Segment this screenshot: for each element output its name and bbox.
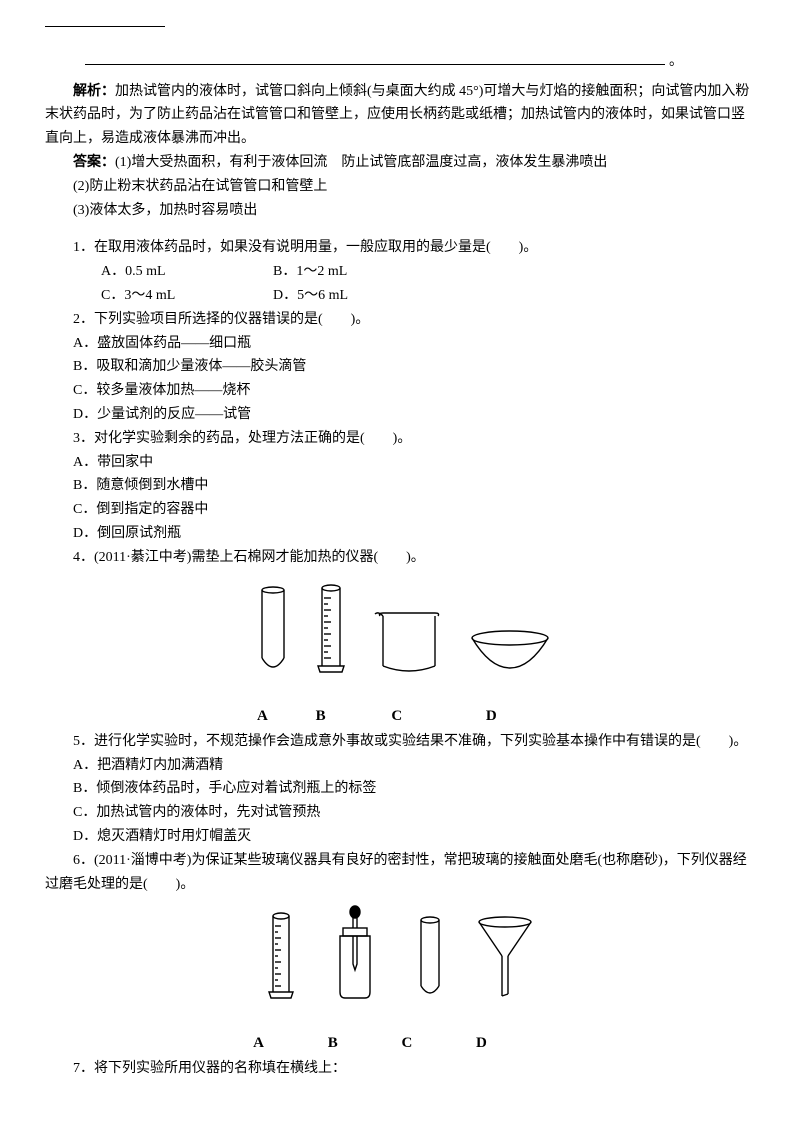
- q4-label-c: C: [391, 704, 402, 730]
- answer-label: 答案：: [73, 155, 115, 170]
- q1-opt-c: C．3～4 mL: [73, 284, 273, 308]
- q1-stem-text: 1．在取用液体药品时，如果没有说明用量，一般应取用的最少量是( )。: [73, 240, 537, 255]
- funnel-icon: [479, 917, 531, 996]
- answer-1: (1)增大受热面积，有利于液体回流 防止试管底部温度过高，液体发生暴沸喷出: [115, 155, 607, 170]
- test-tube-icon-2: [421, 917, 439, 993]
- q2-stem-text: 2．下列实验项目所选择的仪器错误的是( )。: [73, 312, 369, 327]
- q1-opt-d: D．5～6 mL: [273, 288, 348, 303]
- q6-stem-text: 6．(2011·淄博中考)为保证某些玻璃仪器具有良好的密封性，常把玻璃的接触面处…: [45, 853, 747, 892]
- q7-stem-text: 7．将下列实验所用仪器的名称填在横线上：: [73, 1061, 346, 1076]
- period-mark: 。: [669, 54, 683, 69]
- q5-opt-a: A．把酒精灯内加满酒精: [73, 758, 223, 773]
- q3-d: D．倒回原试剂瓶: [45, 522, 755, 546]
- q2-c: C．较多量液体加热——烧杯: [45, 379, 755, 403]
- q5-a: A．把酒精灯内加满酒精: [45, 754, 755, 778]
- blank-short: [45, 26, 165, 27]
- q4-figure: [45, 578, 755, 697]
- q3-c: C．倒到指定的容器中: [45, 498, 755, 522]
- q3-opt-c: C．倒到指定的容器中: [73, 502, 208, 517]
- q2-opt-d: D．少量试剂的反应——试管: [73, 407, 251, 422]
- q2-b: B．吸取和滴加少量液体——胶头滴管: [45, 355, 755, 379]
- q6-label-d: D: [476, 1031, 487, 1057]
- q3-opt-b: B．随意倾倒到水槽中: [73, 478, 208, 493]
- q5-opt-b: B．倾倒液体药品时，手心应对着试剂瓶上的标签: [73, 781, 376, 796]
- q6-label-c: C: [401, 1031, 412, 1057]
- q4-stem-text: 4．(2011·綦江中考)需垫上石棉网才能加热的仪器( )。: [73, 550, 425, 565]
- beaker-icon: [375, 612, 439, 670]
- q2-opt-a: A．盛放固体药品——细口瓶: [73, 336, 251, 351]
- analysis-text: 加热试管内的液体时，试管口斜向上倾斜(与桌面大约成 45°)可增大与灯焰的接触面…: [45, 84, 749, 147]
- spacer: [45, 222, 755, 236]
- q2-opt-c: C．较多量液体加热——烧杯: [73, 383, 250, 398]
- answer-line-1: 答案：(1)增大受热面积，有利于液体回流 防止试管底部温度过高，液体发生暴沸喷出: [45, 151, 755, 175]
- answer-3: (3)液体太多，加热时容易喷出: [73, 203, 257, 218]
- blank-long: [85, 64, 665, 65]
- q3-a: A．带回家中: [45, 451, 755, 475]
- graduated-cylinder-icon-2: [269, 913, 293, 998]
- fill-blank-line-2: 。: [45, 50, 755, 74]
- q6-label-a: A: [253, 1031, 264, 1057]
- q6-labels: A B C D: [45, 1031, 755, 1057]
- answer-line-2: (2)防止粉末状药品沾在试管管口和管壁上: [73, 175, 755, 199]
- q1-opt-b: B．1～2 mL: [273, 264, 347, 279]
- q6-figure: [45, 904, 755, 1023]
- q1-opt-a: A．0.5 mL: [73, 260, 273, 284]
- q4-label-a: A: [257, 704, 268, 730]
- q2-opt-b: B．吸取和滴加少量液体——胶头滴管: [73, 359, 306, 374]
- q5-opt-c: C．加热试管内的液体时，先对试管预热: [73, 805, 320, 820]
- q1-row-cd: C．3～4 mLD．5～6 mL: [45, 284, 755, 308]
- q5-opt-d: D．熄灭酒精灯时用灯帽盖灭: [73, 829, 251, 844]
- q4-label-b: B: [316, 704, 326, 730]
- q3-stem-text: 3．对化学实验剩余的药品，处理方法正确的是( )。: [73, 431, 411, 446]
- apparatus-svg-2: [245, 904, 555, 1014]
- q5-c: C．加热试管内的液体时，先对试管预热: [45, 801, 755, 825]
- q4-labels: A B C D: [45, 704, 755, 730]
- apparatus-svg-1: [235, 578, 565, 688]
- q6-stem: 6．(2011·淄博中考)为保证某些玻璃仪器具有良好的密封性，常把玻璃的接触面处…: [45, 849, 755, 897]
- test-tube-icon: [262, 587, 284, 667]
- fill-blank-line-1: [45, 20, 755, 44]
- q5-stem-text: 5．进行化学实验时，不规范操作会造成意外事故或实验结果不准确，下列实验基本操作中…: [73, 734, 747, 749]
- q2-stem: 2．下列实验项目所选择的仪器错误的是( )。: [45, 308, 755, 332]
- graduated-cylinder-icon: [318, 585, 344, 672]
- q6-label-b: B: [328, 1031, 338, 1057]
- dropper-bottle-icon: [340, 906, 370, 998]
- q7-stem: 7．将下列实验所用仪器的名称填在横线上：: [45, 1057, 755, 1081]
- q3-stem: 3．对化学实验剩余的药品，处理方法正确的是( )。: [45, 427, 755, 451]
- q4-stem: 4．(2011·綦江中考)需垫上石棉网才能加热的仪器( )。: [45, 546, 755, 570]
- evaporating-dish-icon: [472, 631, 548, 668]
- q5-d: D．熄灭酒精灯时用灯帽盖灭: [45, 825, 755, 849]
- q2-a: A．盛放固体药品——细口瓶: [45, 332, 755, 356]
- analysis-label: 解析：: [73, 84, 115, 99]
- q4-label-d: D: [486, 704, 497, 730]
- q5-b: B．倾倒液体药品时，手心应对着试剂瓶上的标签: [45, 777, 755, 801]
- q1-row-ab: A．0.5 mLB．1～2 mL: [45, 260, 755, 284]
- q2-d: D．少量试剂的反应——试管: [45, 403, 755, 427]
- q3-opt-a: A．带回家中: [73, 455, 153, 470]
- answer-line-3: (3)液体太多，加热时容易喷出: [73, 199, 755, 223]
- q3-opt-d: D．倒回原试剂瓶: [73, 526, 181, 541]
- answer-2: (2)防止粉末状药品沾在试管管口和管壁上: [73, 179, 327, 194]
- q3-b: B．随意倾倒到水槽中: [45, 474, 755, 498]
- q5-stem: 5．进行化学实验时，不规范操作会造成意外事故或实验结果不准确，下列实验基本操作中…: [45, 730, 755, 754]
- analysis-block: 解析：加热试管内的液体时，试管口斜向上倾斜(与桌面大约成 45°)可增大与灯焰的…: [45, 80, 755, 151]
- q1-stem: 1．在取用液体药品时，如果没有说明用量，一般应取用的最少量是( )。: [45, 236, 755, 260]
